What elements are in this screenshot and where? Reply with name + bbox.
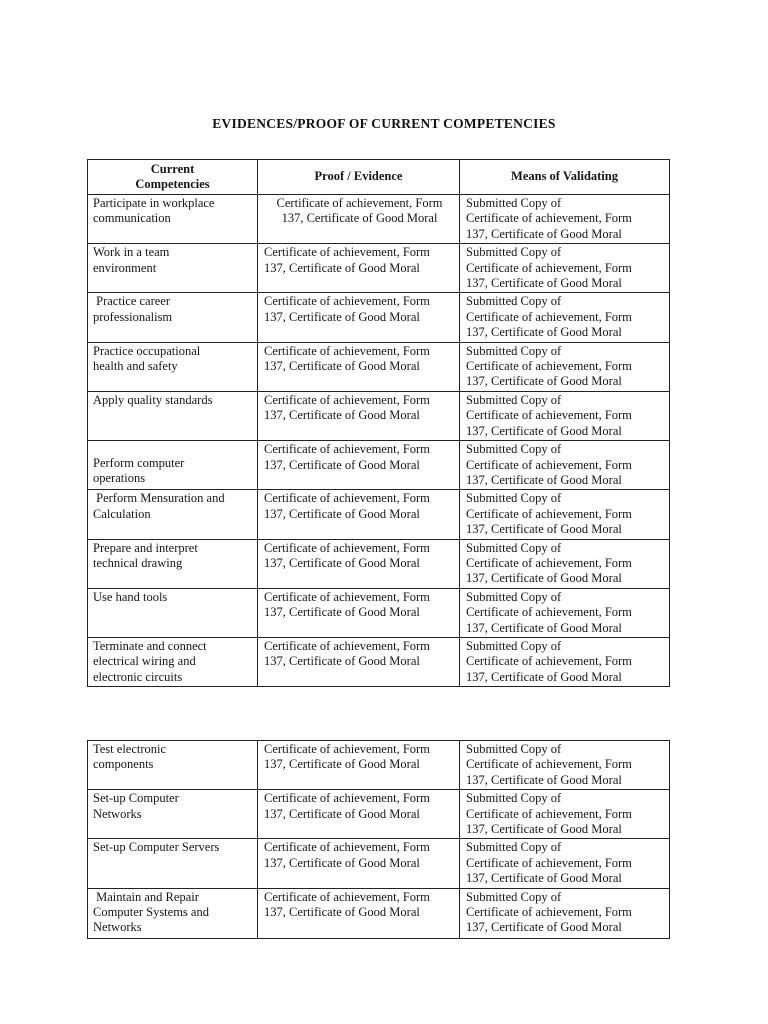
proof-cell: Certificate of achievement, Form 137, Ce… [257, 538, 460, 589]
proof-cell: Certificate of achievement, Form 137, Ce… [257, 193, 460, 245]
means-cell: Submitted Copy of Certificate of achieve… [459, 489, 670, 540]
competency-cell: Maintain and Repair Computer Systems and… [87, 887, 258, 939]
proof-cell: Certificate of achievement, Form 137, Ce… [257, 390, 460, 442]
table-row: Apply quality standards Certificate of a… [87, 390, 670, 442]
competency-cell: Practice career professionalism [87, 292, 258, 343]
means-cell: Submitted Copy of Certificate of achieve… [459, 341, 670, 392]
proof-cell: Certificate of achievement, Form 137, Ce… [257, 636, 460, 688]
proof-cell: Certificate of achievement, Form 137, Ce… [257, 739, 460, 791]
table-row: Participate in workplace communication C… [87, 193, 670, 245]
proof-cell: Certificate of achievement, Form 137, Ce… [257, 789, 460, 840]
table-row: Prepare and interpret technical drawing … [87, 538, 670, 589]
competency-cell: Use hand tools [87, 587, 258, 638]
competency-cell: Apply quality standards [87, 390, 258, 442]
means-cell: Submitted Copy of Certificate of achieve… [459, 636, 670, 688]
competency-cell: Perform computer operations [87, 440, 258, 491]
table-row: Terminate and connect electrical wiring … [87, 636, 670, 688]
means-cell: Submitted Copy of Certificate of achieve… [459, 390, 670, 442]
means-cell: Submitted Copy of Certificate of achieve… [459, 243, 670, 294]
means-cell: Submitted Copy of Certificate of achieve… [459, 193, 670, 245]
proof-cell: Certificate of achievement, Form 137, Ce… [257, 440, 460, 491]
table-row: Set-up Computer Networks Certificate of … [87, 789, 670, 840]
table-row: Work in a team environment Certificate o… [87, 243, 670, 294]
competency-cell: Set-up Computer Servers [87, 838, 258, 889]
table-row: Maintain and Repair Computer Systems and… [87, 887, 670, 939]
means-cell: Submitted Copy of Certificate of achieve… [459, 292, 670, 343]
competencies-table-1: Current Competencies Proof / Evidence Me… [87, 159, 670, 688]
table-row: Test electronic components Certificate o… [87, 739, 670, 791]
proof-cell: Certificate of achievement, Form 137, Ce… [257, 489, 460, 540]
table-row: Practice career professionalism Certific… [87, 292, 670, 343]
competency-cell: Perform Mensuration and Calculation [87, 489, 258, 540]
competency-cell: Terminate and connect electrical wiring … [87, 636, 258, 688]
means-cell: Submitted Copy of Certificate of achieve… [459, 887, 670, 939]
means-cell: Submitted Copy of Certificate of achieve… [459, 440, 670, 491]
proof-cell: Certificate of achievement, Form 137, Ce… [257, 887, 460, 939]
page-title: EVIDENCES/PROOF OF CURRENT COMPETENCIES [212, 116, 556, 131]
competency-cell: Practice occupational health and safety [87, 341, 258, 392]
table-row: Practice occupational health and safety … [87, 341, 670, 392]
means-cell: Submitted Copy of Certificate of achieve… [459, 538, 670, 589]
table-row: Perform Mensuration and Calculation Cert… [87, 489, 670, 540]
competencies-table-2: Test electronic components Certificate o… [87, 739, 670, 939]
means-cell: Submitted Copy of Certificate of achieve… [459, 838, 670, 889]
competency-cell: Prepare and interpret technical drawing [87, 538, 258, 589]
proof-cell: Certificate of achievement, Form 137, Ce… [257, 587, 460, 638]
proof-cell: Certificate of achievement, Form 137, Ce… [257, 838, 460, 889]
competency-cell: Test electronic components [87, 739, 258, 791]
competency-cell: Work in a team environment [87, 243, 258, 294]
column-header-proof-evidence: Proof / Evidence [257, 159, 460, 195]
means-cell: Submitted Copy of Certificate of achieve… [459, 739, 670, 791]
table-row: Set-up Computer Servers Certificate of a… [87, 838, 670, 889]
proof-cell: Certificate of achievement, Form 137, Ce… [257, 243, 460, 294]
proof-cell: Certificate of achievement, Form 137, Ce… [257, 341, 460, 392]
column-header-current-competencies: Current Competencies [87, 159, 258, 195]
proof-cell: Certificate of achievement, Form 137, Ce… [257, 292, 460, 343]
competency-cell: Participate in workplace communication [87, 193, 258, 245]
table-row: Use hand tools Certificate of achievemen… [87, 587, 670, 638]
competency-cell: Set-up Computer Networks [87, 789, 258, 840]
table-row: Perform computer operations Certificate … [87, 440, 670, 491]
column-header-means-of-validating: Means of Validating [459, 159, 670, 195]
means-cell: Submitted Copy of Certificate of achieve… [459, 587, 670, 638]
means-cell: Submitted Copy of Certificate of achieve… [459, 789, 670, 840]
table-header-row: Current Competencies Proof / Evidence Me… [87, 159, 670, 195]
